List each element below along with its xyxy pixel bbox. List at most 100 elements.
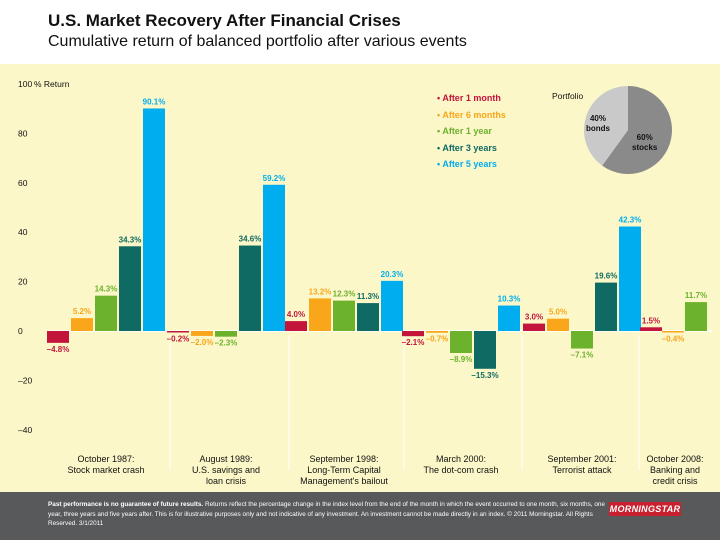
data-label: 3.0%	[525, 313, 543, 322]
bar	[263, 184, 285, 331]
bar	[450, 331, 472, 353]
category-label: Banking and	[650, 465, 700, 475]
data-label: –0.7%	[426, 335, 449, 344]
data-label: 11.3%	[357, 292, 379, 301]
y-tick-label: 60	[18, 178, 28, 188]
category-label: October 2008:	[646, 454, 703, 464]
data-label: –2.1%	[402, 338, 425, 347]
category-label: Management's bailout	[300, 476, 388, 486]
bar	[285, 321, 307, 331]
pie-title: Portfolio	[552, 91, 584, 101]
bar	[191, 331, 213, 336]
bar	[619, 226, 641, 331]
data-label: 5.0%	[549, 308, 567, 317]
category-label: March 2000:	[436, 454, 486, 464]
y-tick-label: 80	[18, 128, 28, 138]
pie-label-line: 60%	[636, 133, 653, 142]
category-label: September 2001:	[547, 454, 616, 464]
bar	[71, 318, 93, 331]
bar-chart: 100% Return 80 60 40 20 0 –20 –40 –4.8% 5.2% 14.3%…	[18, 79, 712, 486]
legend-item: • After 6 months	[437, 109, 506, 120]
y-tick-label: 20	[18, 277, 28, 287]
data-label: –15.3%	[471, 371, 498, 380]
data-label: 42.3%	[619, 216, 642, 225]
bar	[215, 331, 237, 337]
bar	[47, 331, 69, 343]
y-axis-label: % Return	[34, 79, 70, 89]
bar	[523, 323, 545, 331]
bar	[426, 331, 448, 333]
bar	[381, 280, 403, 331]
page-title: U.S. Market Recovery After Financial Cri…	[48, 11, 401, 30]
category-label: Long-Term Capital	[307, 465, 381, 475]
data-label: 34.3%	[119, 235, 142, 244]
bar	[498, 305, 520, 331]
data-label: 59.2%	[263, 174, 286, 183]
pie-label-line: 40%	[589, 114, 606, 123]
y-tick-label: 100	[18, 79, 32, 89]
data-label: 90.1%	[143, 97, 166, 106]
data-label: –4.8%	[47, 345, 70, 354]
y-tick-label: 0	[18, 326, 23, 336]
bar	[167, 331, 189, 333]
bar	[474, 331, 496, 369]
data-label: –0.2%	[167, 335, 190, 344]
data-label: –0.4%	[662, 335, 685, 344]
bar	[309, 298, 331, 331]
chart-legend: • After 1 month • After 6 months • After 1…	[437, 90, 506, 173]
category-label: August 1989:	[199, 454, 252, 464]
category-label: loan crisis	[206, 476, 247, 486]
category-label: Stock market crash	[67, 465, 144, 475]
data-label: 4.0%	[287, 310, 305, 319]
bar	[143, 108, 165, 331]
footer: Past performance is no guarantee of futu…	[0, 492, 720, 540]
data-label: 20.3%	[381, 270, 404, 279]
data-label: 10.3%	[498, 295, 521, 304]
bar	[571, 331, 593, 349]
data-label: 14.3%	[95, 285, 118, 294]
data-label: 19.6%	[595, 272, 618, 281]
morningstar-logo: MORNINGSTAR	[609, 502, 681, 516]
disclaimer-text: Past performance is no guarantee of futu…	[48, 500, 608, 529]
data-label: 34.6%	[239, 235, 262, 244]
bar	[595, 282, 617, 331]
y-tick-label: 40	[18, 227, 28, 237]
pie-label-line: bonds	[586, 124, 610, 133]
y-tick-label: –40	[18, 425, 32, 435]
pie-stocks-label: 60% stocks	[632, 133, 657, 153]
data-label: 13.2%	[309, 287, 332, 296]
category-label: September 1998:	[309, 454, 378, 464]
bar	[662, 331, 684, 333]
data-label: 12.3%	[333, 290, 356, 299]
bar	[640, 327, 662, 331]
bar	[95, 295, 117, 331]
disclaimer-bold: Past performance is no guarantee of futu…	[48, 501, 204, 508]
data-label: 11.7%	[685, 291, 707, 300]
category-label: The dot-com crash	[423, 465, 498, 475]
category-label: credit crisis	[652, 476, 698, 486]
legend-item: • After 1 month	[437, 93, 501, 103]
pie-label-line: stocks	[632, 143, 658, 152]
bar	[357, 303, 379, 331]
bar	[547, 318, 569, 331]
header: U.S. Market Recovery After Financial Cri…	[0, 0, 720, 64]
bar	[402, 331, 424, 337]
bar	[333, 300, 355, 331]
data-label: 1.5%	[642, 316, 660, 325]
data-label: –8.9%	[450, 355, 473, 364]
pie-bonds-label: 40% bonds	[586, 114, 610, 134]
data-label: –7.1%	[571, 351, 594, 360]
category-label: October 1987:	[77, 454, 134, 464]
data-label: –2.3%	[215, 339, 238, 348]
bar	[239, 245, 261, 331]
legend-item: • After 3 years	[437, 142, 497, 153]
y-tick-label: –20	[18, 375, 32, 385]
legend-item: • After 1 year	[437, 126, 492, 136]
disclaimer-body: Returns reflect the percentage change in…	[48, 501, 605, 528]
data-label: 5.2%	[73, 307, 91, 316]
legend-item: • After 5 years	[437, 159, 497, 169]
data-label: –2.0%	[191, 338, 214, 347]
category-label: Terrorist attack	[552, 465, 612, 475]
bar	[685, 302, 707, 331]
category-label: U.S. savings and	[192, 465, 260, 475]
